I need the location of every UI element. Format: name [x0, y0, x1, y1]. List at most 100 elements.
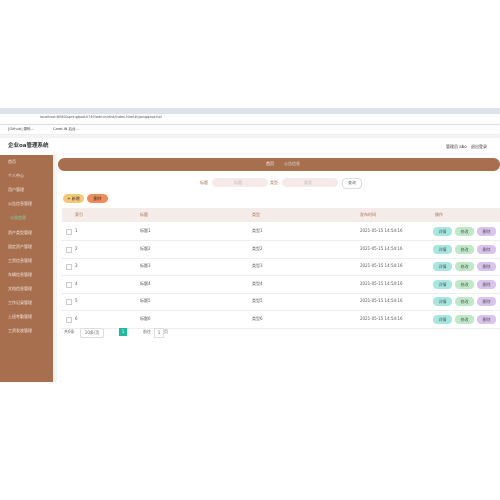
bookmarks-bar: [0, 125, 500, 135]
sidebar-item[interactable]: 公告信息管理: [8, 201, 32, 207]
cell: 标题5: [140, 298, 151, 303]
cell: 2021-05-15 14:54:16: [360, 298, 403, 303]
goto-input[interactable]: 1: [154, 328, 164, 338]
cell: 标题1: [140, 228, 151, 233]
sidebar-subitem[interactable]: 公告信息: [10, 215, 26, 221]
cell: 2021-05-15 14:54:16: [360, 228, 403, 233]
table-header: [62, 208, 500, 222]
action-button[interactable]: 详情: [433, 244, 452, 254]
action-button[interactable]: 删除: [477, 244, 496, 254]
action-button[interactable]: 删除: [477, 262, 496, 271]
cell: 标题6: [140, 315, 151, 321]
table-row: [62, 223, 500, 241]
browser-tabs: [0, 108, 500, 114]
action-button[interactable]: 详情: [433, 227, 452, 236]
cell: 3: [75, 263, 78, 268]
sidebar-item[interactable]: 工资发放管理: [8, 328, 32, 334]
sidebar-item[interactable]: 车辆信息管理: [8, 271, 32, 277]
row-checkbox[interactable]: [66, 264, 72, 270]
sidebar-item[interactable]: 文档信息管理: [8, 285, 32, 291]
sidebar-item[interactable]: 工资信息管理: [8, 257, 32, 263]
cell: 1: [75, 228, 78, 233]
page-size[interactable]: 10条/页: [80, 328, 104, 338]
goto: 前往: [143, 329, 151, 334]
sidebar-item[interactable]: 个人中心: [8, 173, 24, 179]
search-placeholder: 类型: [304, 180, 312, 185]
bookmark[interactable]: Caret-IN 后台...: [53, 127, 79, 131]
sidebar-item[interactable]: 首页: [8, 159, 16, 164]
sidebar-item[interactable]: 上班考勤管理: [8, 314, 32, 320]
goto-unit: 页: [164, 329, 168, 334]
row-checkbox[interactable]: [66, 281, 72, 288]
column-header: 发布时间: [360, 212, 376, 217]
action-button[interactable]: 修改: [455, 279, 474, 289]
action-button[interactable]: 删除: [477, 314, 496, 324]
cell: 2021-05-15 14:54:16: [360, 280, 403, 286]
app-title: 企业oa管理系统: [8, 143, 49, 149]
cell: 标题3: [140, 263, 151, 268]
cell: 类型3: [252, 263, 263, 268]
cell: 类型5: [252, 298, 263, 303]
column-header: 标题: [140, 212, 148, 217]
row-checkbox[interactable]: [66, 246, 72, 253]
header: [0, 138, 500, 156]
toolbar-button[interactable]: + 新增: [63, 194, 84, 203]
table-row: [62, 293, 500, 311]
table-row: [62, 241, 500, 259]
sidebar-item[interactable]: 资产类型管理: [8, 229, 32, 235]
bookmark[interactable]: [Github] 源码...: [8, 127, 34, 131]
search-label: 类型: [270, 180, 278, 185]
action-button[interactable]: 删除: [477, 297, 496, 306]
cell: 5: [75, 298, 78, 303]
search-label: 标题: [200, 180, 208, 185]
search-input[interactable]: [282, 178, 338, 187]
action-button[interactable]: 修改: [455, 262, 474, 271]
breadcrumb-item[interactable]: 公告信息: [284, 161, 300, 166]
screenshot: localhost:8080/springboot0749/admin/dist…: [0, 108, 500, 382]
sidebar-item[interactable]: 工作记录管理: [8, 300, 32, 305]
table-row: [62, 311, 500, 329]
action-button[interactable]: 删除: [477, 279, 496, 289]
address-bar: [0, 114, 500, 125]
toolbar-button[interactable]: 删除: [87, 194, 108, 203]
page-current[interactable]: 1: [119, 328, 127, 336]
row-checkbox[interactable]: [66, 299, 72, 305]
action-button[interactable]: 修改: [455, 244, 474, 254]
action-button[interactable]: 详情: [433, 297, 452, 306]
cell: 2021-05-15 14:54:16: [360, 315, 403, 321]
column-header: 类型: [252, 212, 260, 217]
cell: 类型4: [252, 280, 263, 286]
column-header: 索引: [75, 212, 83, 217]
action-button[interactable]: 修改: [455, 227, 474, 236]
cell: 类型2: [252, 245, 263, 251]
action-button[interactable]: 删除: [477, 227, 496, 236]
sidebar-item[interactable]: 用户管理: [8, 187, 24, 193]
search-button[interactable]: 查询: [342, 178, 362, 189]
cell: 2021-05-15 14:54:16: [360, 263, 403, 268]
sidebar: [0, 155, 53, 382]
action-button[interactable]: 详情: [433, 314, 452, 324]
row-checkbox[interactable]: [66, 316, 72, 323]
table-row: [62, 258, 500, 276]
search-input[interactable]: [212, 178, 268, 187]
logout[interactable]: 退出登录: [471, 144, 487, 149]
content: [57, 155, 500, 382]
breadcrumb-item[interactable]: 首页: [266, 161, 274, 166]
action-button[interactable]: 详情: [433, 262, 452, 271]
cell: 2: [75, 245, 78, 251]
breadcrumb-bar: [58, 158, 500, 171]
column-header: 操作: [435, 212, 443, 217]
sidebar-item[interactable]: 固定资产管理: [8, 243, 32, 249]
action-button[interactable]: 详情: [433, 279, 452, 289]
url[interactable]: localhost:8080/springboot0749/admin/dist…: [40, 115, 162, 119]
row-checkbox[interactable]: [66, 229, 72, 235]
cell: 标题4: [140, 280, 151, 286]
action-button[interactable]: 修改: [455, 314, 474, 324]
action-button[interactable]: 修改: [455, 297, 474, 306]
search-placeholder: 标题: [234, 180, 242, 185]
cell: 6: [75, 315, 78, 321]
cell: 2021-05-15 14:54:16: [360, 245, 403, 251]
cell: 类型6: [252, 315, 263, 321]
total: 共6条: [64, 329, 75, 334]
